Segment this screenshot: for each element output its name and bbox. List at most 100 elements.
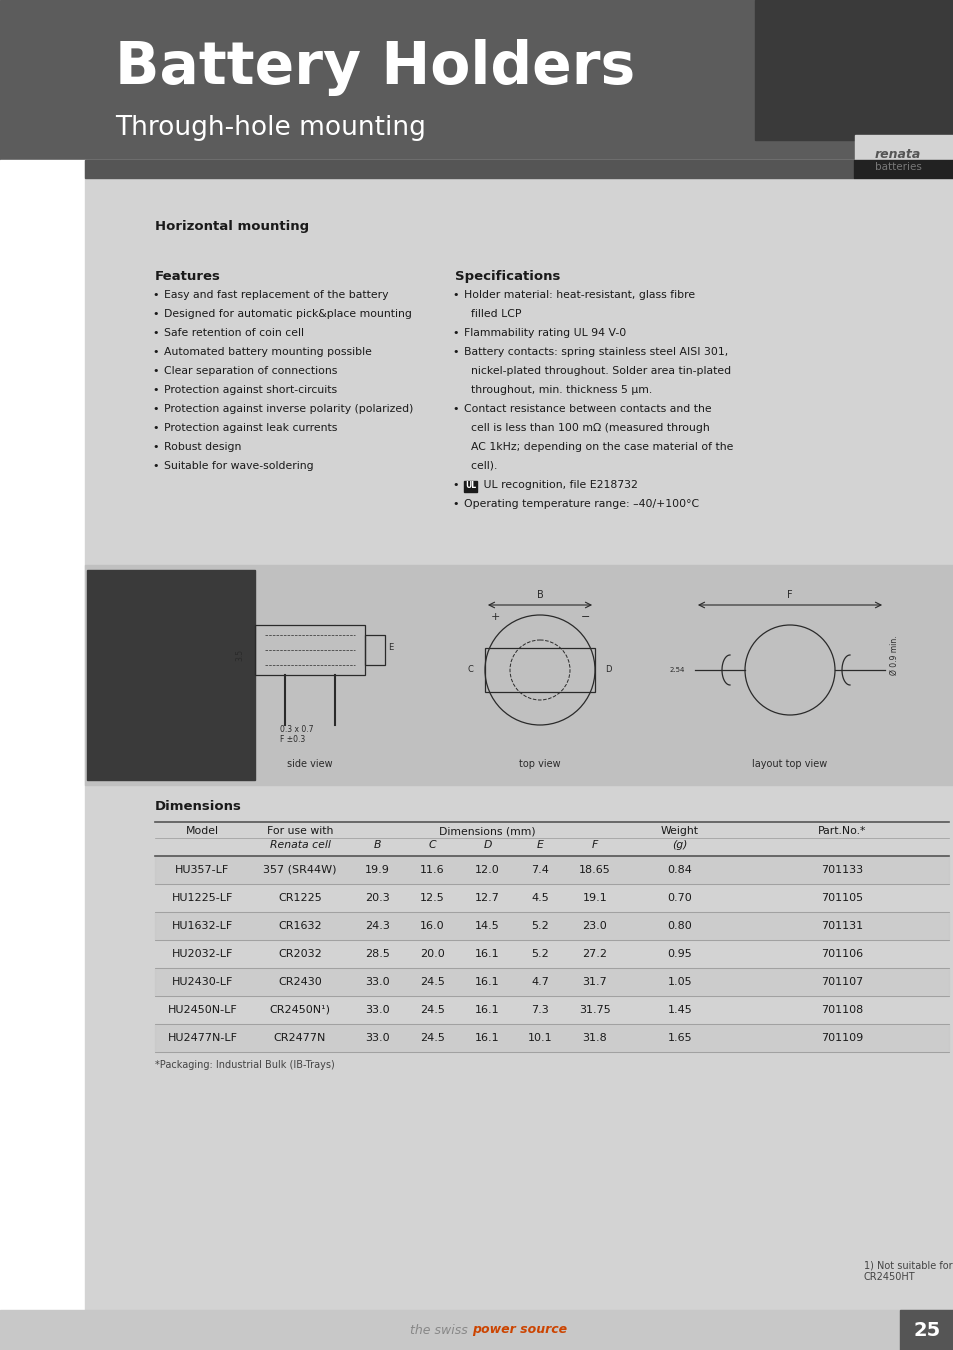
Text: Safe retention of coin cell: Safe retention of coin cell [164,328,304,338]
Bar [853,161,953,178]
Text: 19.9: 19.9 [365,865,390,875]
Text: power source: power source [472,1323,566,1336]
Text: 24.5: 24.5 [419,1033,444,1044]
Text: 701108: 701108 [820,1004,862,1015]
Text: 1.05: 1.05 [667,977,692,987]
Text: 12.5: 12.5 [419,892,444,903]
Text: •: • [452,290,458,300]
Text: CR2430: CR2430 [278,977,321,987]
Text: 16.1: 16.1 [475,1004,499,1015]
Text: 1.45: 1.45 [667,1004,692,1015]
Text: 701131: 701131 [821,921,862,931]
Bar [463,481,476,491]
Text: Contact resistance between contacts and the: Contact resistance between contacts and … [463,404,711,414]
Text: D: D [604,666,611,675]
Text: •: • [152,460,158,471]
Text: 18.65: 18.65 [578,865,610,875]
Text: For use with: For use with [267,826,333,836]
Text: Model: Model [186,826,219,836]
Text: Operating temperature range: –40/+100°C: Operating temperature range: –40/+100°C [463,500,699,509]
Bar [85,566,953,784]
Text: 7.3: 7.3 [531,1004,548,1015]
Text: HU2450N-LF: HU2450N-LF [168,1004,237,1015]
Text: cell is less than 100 mΩ (measured through: cell is less than 100 mΩ (measured throu… [463,423,709,433]
Text: 701109: 701109 [820,1033,862,1044]
Text: layout top view: layout top view [752,759,827,769]
Text: •: • [152,423,158,433]
Text: 14.5: 14.5 [475,921,499,931]
Text: 33.0: 33.0 [365,1033,390,1044]
Text: 701107: 701107 [820,977,862,987]
Text: •: • [152,290,158,300]
Text: 0.70: 0.70 [667,892,692,903]
Bar [254,625,365,675]
Text: •: • [152,366,158,377]
Text: 2.54: 2.54 [669,667,684,674]
Text: B: B [374,840,381,850]
Text: D: D [483,840,491,850]
Text: 7.4: 7.4 [531,865,548,875]
Text: C: C [467,666,473,675]
Bar [87,570,254,780]
Text: 701106: 701106 [821,949,862,958]
Bar [85,161,853,178]
Text: 1) Not suitable for
CR2450HT: 1) Not suitable for CR2450HT [863,1260,952,1281]
Text: 0.80: 0.80 [667,921,692,931]
Text: Battery contacts: spring stainless steel AISI 301,: Battery contacts: spring stainless steel… [463,347,727,356]
Text: CR2477N: CR2477N [274,1033,326,1044]
Text: •: • [152,347,158,356]
Text: 357 (SR44W): 357 (SR44W) [263,865,336,875]
Text: Features: Features [154,270,221,284]
Text: F ±0.3: F ±0.3 [280,734,305,744]
Text: 31.8: 31.8 [582,1033,607,1044]
Bar [0,1310,953,1350]
Text: •: • [152,328,158,338]
Text: Suitable for wave-soldering: Suitable for wave-soldering [164,460,314,471]
Text: side view: side view [287,759,333,769]
Bar [365,634,385,666]
Text: 4.7: 4.7 [531,977,548,987]
Text: 19.1: 19.1 [582,892,607,903]
Bar [0,161,85,1350]
Bar [0,0,953,161]
Text: Horizontal mounting: Horizontal mounting [154,220,309,234]
Text: Weight: Weight [660,826,699,836]
Text: 31.7: 31.7 [582,977,607,987]
Text: 701105: 701105 [821,892,862,903]
Text: 1.65: 1.65 [667,1033,692,1044]
Text: Protection against leak currents: Protection against leak currents [164,423,337,433]
Text: E: E [388,643,393,652]
Text: UL: UL [464,482,476,490]
Bar [154,856,948,884]
Text: •: • [452,481,458,490]
Text: *Packaging: Industrial Bulk (IB-Trays): *Packaging: Industrial Bulk (IB-Trays) [154,1060,335,1071]
Bar [899,1310,953,1350]
Text: C: C [428,840,436,850]
Text: 25: 25 [912,1320,940,1339]
Text: 0.3 x 0.7: 0.3 x 0.7 [280,725,314,734]
Text: F: F [591,840,598,850]
Bar [754,0,953,140]
Text: Protection against inverse polarity (polarized): Protection against inverse polarity (pol… [164,404,413,414]
Text: renata: renata [874,148,921,162]
Text: cell).: cell). [463,460,497,471]
Text: Dimensions: Dimensions [154,801,242,813]
Text: Battery Holders: Battery Holders [115,39,635,96]
Text: +: + [491,612,500,622]
Text: filled LCP: filled LCP [463,309,521,319]
Text: •: • [152,385,158,396]
Text: the swiss: the swiss [410,1323,472,1336]
Text: 0.84: 0.84 [667,865,692,875]
Text: •: • [152,441,158,452]
Text: Through-hole mounting: Through-hole mounting [115,115,425,140]
Text: nickel-plated throughout. Solder area tin-plated: nickel-plated throughout. Solder area ti… [463,366,730,377]
Text: batteries: batteries [874,162,921,171]
Text: Specifications: Specifications [455,270,559,284]
Text: Renata cell: Renata cell [270,840,330,850]
Text: top view: top view [518,759,560,769]
Text: 0.95: 0.95 [667,949,692,958]
Text: HU2430-LF: HU2430-LF [172,977,233,987]
Text: 24.5: 24.5 [419,977,444,987]
Text: •: • [452,500,458,509]
Text: 701133: 701133 [821,865,862,875]
